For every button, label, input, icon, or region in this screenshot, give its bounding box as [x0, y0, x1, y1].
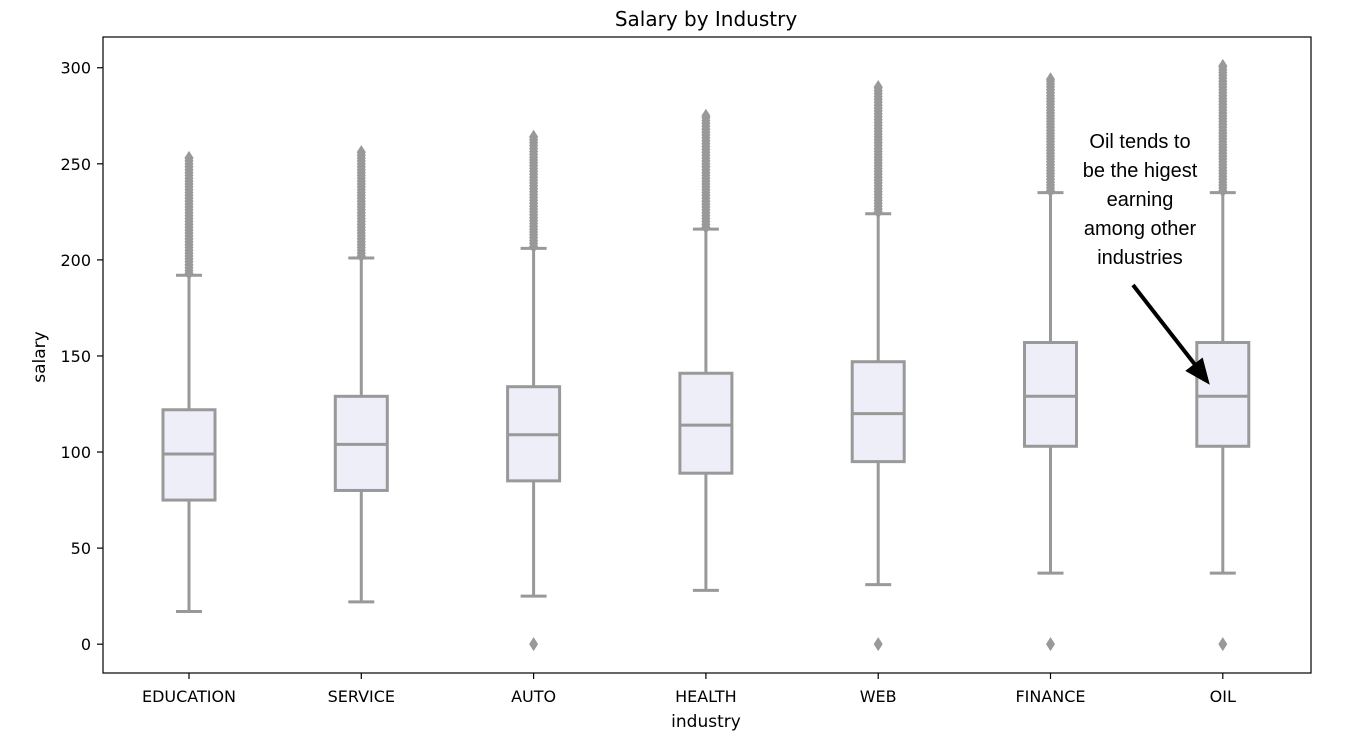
box-service	[333, 145, 389, 604]
y-tick-label: 50	[71, 539, 91, 558]
arrow-head	[1185, 357, 1210, 385]
y-tick-label: 0	[81, 635, 91, 654]
annotation-arrow	[1131, 283, 1210, 385]
box-body	[1023, 341, 1078, 448]
outlier-point	[873, 79, 883, 94]
x-tick-label: AUTO	[511, 687, 556, 706]
y-axis-label: salary	[30, 331, 50, 382]
box-finance	[1023, 72, 1078, 652]
arrow-shaft	[1131, 283, 1202, 373]
y-tick-label: 200	[60, 251, 91, 270]
x-axis-label: industry	[671, 712, 741, 732]
box-body	[1195, 341, 1251, 448]
box-education	[161, 151, 217, 614]
y-tick-label: 150	[60, 347, 91, 366]
box-body	[678, 371, 734, 475]
x-tick-label: FINANCE	[1015, 687, 1085, 706]
box-auto	[506, 129, 562, 652]
box-oil	[1195, 58, 1251, 652]
axes-frame	[102, 36, 1312, 674]
outlier-point	[1218, 58, 1228, 73]
x-axis: EDUCATION SERVICE AUTO HEALTH WEB FINANCE OIL	[142, 673, 1236, 706]
x-tick-label: WEB	[860, 687, 897, 706]
y-axis: 0 50 100 150 200 250 300	[60, 59, 103, 654]
outlier-point	[356, 145, 366, 160]
outlier-point	[701, 108, 711, 123]
y-tick-label: 300	[60, 59, 91, 78]
chart-title: Salary by Industry	[615, 7, 797, 31]
plot-area	[161, 58, 1251, 652]
box-web	[850, 79, 906, 652]
outlier-point	[1218, 637, 1228, 652]
box-health	[678, 108, 734, 592]
x-tick-label: EDUCATION	[142, 687, 236, 706]
outlier-point	[1046, 637, 1055, 652]
outlier-point	[873, 637, 883, 652]
x-tick-label: HEALTH	[675, 687, 737, 706]
outlier-point	[529, 637, 539, 652]
outlier-point	[529, 129, 539, 144]
y-tick-label: 100	[60, 443, 91, 462]
outlier-point	[1046, 72, 1055, 87]
outlier-point	[184, 151, 194, 166]
box-body	[850, 360, 906, 464]
x-tick-label: OIL	[1210, 687, 1236, 706]
x-tick-label: SERVICE	[328, 687, 395, 706]
annotation-text: Oil tends to be the higest earning among…	[1082, 131, 1198, 269]
y-tick-label: 250	[60, 155, 91, 174]
